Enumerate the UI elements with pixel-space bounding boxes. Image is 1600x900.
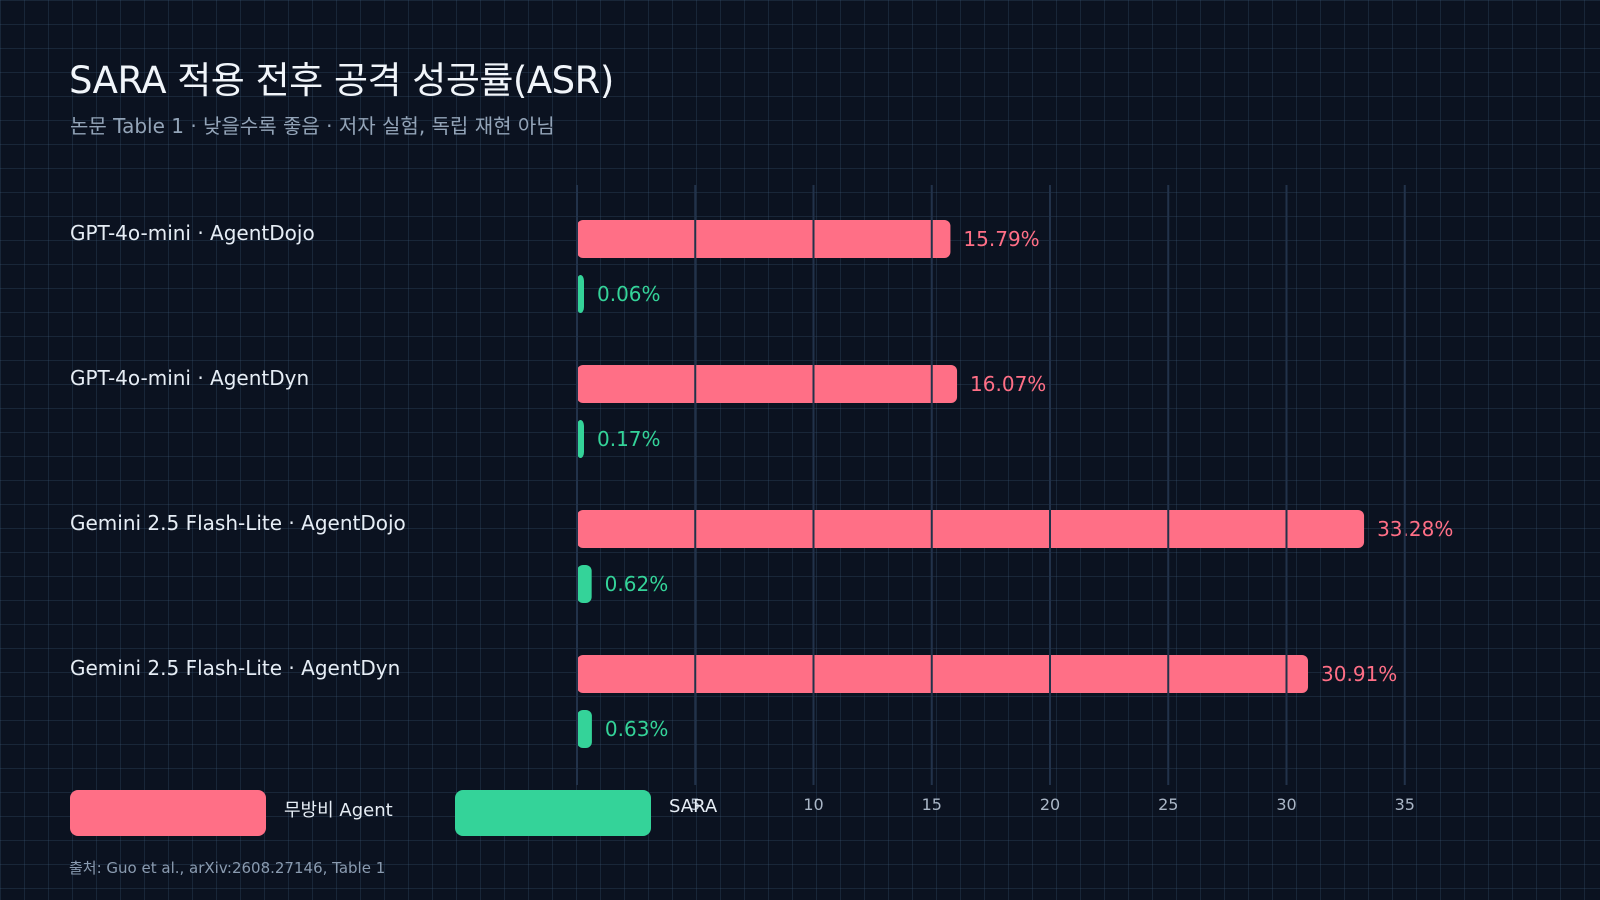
bar-baseline	[577, 655, 1309, 693]
data-label-baseline: 16.07%	[970, 372, 1046, 396]
legend-swatch-baseline	[70, 790, 266, 836]
bar-baseline	[577, 220, 951, 258]
bar-baseline	[577, 365, 958, 403]
data-label-baseline: 33.28%	[1377, 517, 1453, 541]
data-label-baseline: 30.91%	[1321, 662, 1397, 686]
x-tick-label: 30	[1276, 795, 1296, 814]
x-tick-label: 35	[1395, 795, 1415, 814]
x-tick-label: 20	[1040, 795, 1060, 814]
category-label: Gemini 2.5 Flash-Lite · AgentDyn	[70, 656, 400, 680]
legend-label-sara: SARA	[669, 796, 718, 817]
chart-title: SARA 적용 전후 공격 성공률(ASR)	[69, 59, 614, 102]
bar-sara	[577, 565, 592, 603]
category-label: Gemini 2.5 Flash-Lite · AgentDojo	[70, 511, 406, 535]
x-tick-label: 15	[922, 795, 942, 814]
data-label-sara: 0.17%	[597, 427, 661, 451]
data-label-baseline: 15.79%	[963, 227, 1039, 251]
category-label: GPT-4o-mini · AgentDyn	[70, 366, 309, 390]
x-tick-label: 10	[803, 795, 823, 814]
legend-label-baseline: 무방비 Agent	[284, 800, 393, 821]
category-label: GPT-4o-mini · AgentDojo	[70, 221, 315, 245]
chart-subtitle: 논문 Table 1 · 낮을수록 좋음 · 저자 실험, 독립 재현 아님	[70, 114, 555, 138]
data-label-sara: 0.63%	[605, 717, 669, 741]
x-tick-label: 25	[1158, 795, 1178, 814]
source-note: 출처: Guo et al., arXiv:2608.27146, Table …	[69, 859, 386, 877]
x-tick-label: 5	[690, 795, 700, 814]
bar-sara	[577, 275, 584, 313]
bar-sara	[577, 710, 592, 748]
data-label-sara: 0.06%	[597, 282, 661, 306]
data-label-sara: 0.62%	[605, 572, 669, 596]
bar-sara	[577, 420, 584, 458]
legend-swatch-sara	[455, 790, 651, 836]
